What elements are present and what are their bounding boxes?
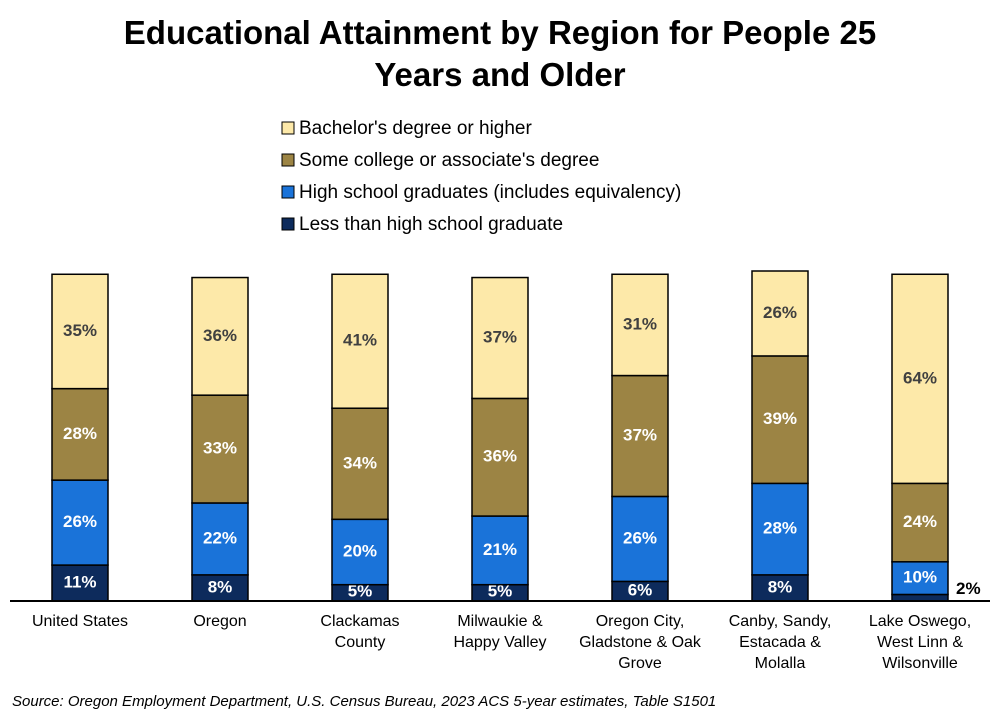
value-label: 26% [623,528,657,547]
value-label: 36% [483,447,517,466]
value-label: 5% [348,581,373,600]
bar-segment [191,276,249,396]
x-tick-label: Canby, Sandy, Estacada & Molalla [728,613,832,672]
value-label: 6% [628,581,653,600]
bar-segment [891,561,949,596]
bar-segment [51,387,109,481]
value-label: 11% [63,573,96,592]
bar-segment [611,273,669,377]
bar-segment [471,276,529,400]
legend-swatch [281,217,295,231]
x-tick-label: United States [31,613,129,630]
bar-segment [331,518,389,586]
value-label: 28% [763,519,797,538]
value-label: 37% [623,425,657,444]
bar-segment [611,374,669,498]
value-label: 41% [343,331,377,350]
value-label: 22% [203,528,237,547]
bar-segment [191,502,249,576]
value-label: 33% [203,439,237,458]
bar-segment [751,482,809,576]
legend-label: Bachelor's degree or higher [299,118,532,139]
chart-title: Educational Attainment by Region for Peo… [123,14,877,93]
value-label: 35% [63,321,97,340]
legend-swatch [281,185,295,199]
legend-swatch [281,121,295,135]
value-label: 8% [768,577,793,596]
x-tick-label: Milwaukie & Happy Valley [453,613,547,651]
value-label: 10% [903,568,937,587]
bar-segment [751,270,809,357]
value-label: 36% [203,326,237,345]
value-label: 26% [63,512,97,531]
value-label: 34% [343,453,377,472]
bar-segment [51,479,109,566]
bar-segment [331,273,389,409]
legend-label: Less than high school graduate [299,214,563,235]
value-label: 64% [903,368,937,387]
value-label: 20% [343,541,377,560]
value-label: 31% [623,314,657,333]
bar-segment [471,397,529,517]
bar-segment [331,407,389,521]
value-label: 26% [763,303,797,322]
legend-label: Some college or associate's degree [299,150,599,171]
bar-segment [471,515,529,586]
legend-label: High school graduates (includes equivale… [299,182,681,203]
legend-swatch [281,153,295,167]
x-tick-label: Clackamas County [320,613,400,651]
bar-segment [611,495,669,583]
value-label: 21% [483,540,517,559]
source-note: Source: Oregon Employment Department, U.… [12,693,717,710]
value-label: 39% [763,409,797,428]
value-label: 28% [63,424,97,443]
value-label: 8% [208,577,233,596]
bar-segment [191,394,249,504]
value-label: 24% [903,512,937,531]
bar-segment [891,273,949,485]
bar-segment [751,355,809,485]
value-label: 2% [956,579,981,598]
value-label: 5% [488,581,513,600]
bar-segment [891,482,949,563]
x-tick-label: Lake Oswego, West Linn & Wilsonville [868,613,972,672]
bar-segment [51,273,109,390]
x-tick-label: Oregon City, Gladstone & Oak Grove [579,613,701,672]
x-tick-label: Oregon [193,613,247,630]
value-label: 37% [483,327,517,346]
